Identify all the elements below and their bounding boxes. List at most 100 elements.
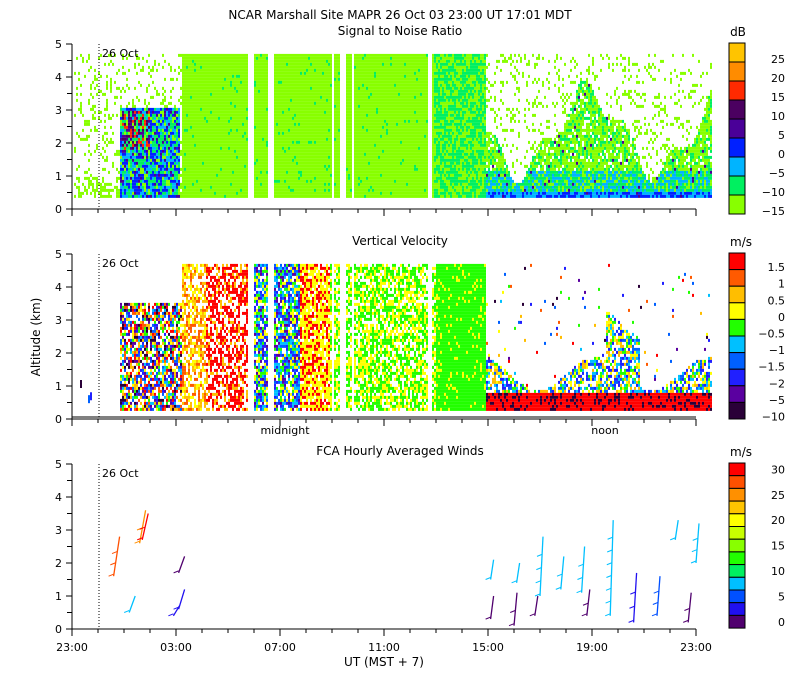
snr-cell	[324, 125, 326, 129]
snr-cell	[312, 167, 314, 171]
snr-cell	[200, 107, 202, 111]
snr-cell	[216, 140, 218, 144]
snr-cell	[300, 83, 302, 87]
snr-cell	[310, 158, 312, 162]
snr-cell	[346, 194, 348, 198]
snr-cell	[138, 62, 140, 66]
snr-cell	[286, 149, 288, 153]
snr-cell	[168, 122, 170, 126]
snr-cell	[204, 89, 206, 93]
snr-cell	[152, 167, 154, 171]
snr-cell	[240, 194, 242, 198]
snr-cell	[288, 185, 290, 189]
snr-cell	[322, 128, 324, 132]
snr-cell	[156, 131, 158, 135]
snr-cell	[312, 119, 314, 123]
snr-cell	[172, 173, 174, 177]
snr-cell	[310, 86, 312, 90]
snr-cell	[304, 107, 306, 111]
snr-cell	[282, 173, 284, 177]
snr-cell	[294, 59, 296, 63]
snr-cell	[260, 92, 262, 96]
snr-cell	[274, 167, 276, 171]
snr-cell	[246, 146, 248, 150]
snr-cell	[220, 188, 222, 192]
snr-cell	[316, 86, 318, 90]
snr-cell	[266, 137, 268, 141]
snr-cell	[104, 125, 106, 129]
snr-cell	[260, 137, 262, 141]
snr-cell	[318, 71, 320, 75]
snr-cell	[216, 113, 218, 117]
snr-cell	[230, 152, 232, 156]
snr-cell	[226, 89, 228, 93]
snr-cell	[256, 128, 258, 132]
snr-cell	[278, 176, 280, 180]
snr-cell	[216, 164, 218, 168]
snr-cell	[200, 56, 202, 60]
snr-cell	[254, 74, 256, 78]
snr-cell	[156, 176, 158, 180]
snr-cell	[256, 155, 258, 159]
snr-cell	[184, 194, 186, 198]
snr-cell	[232, 128, 234, 132]
snr-cell	[276, 101, 278, 105]
snr-cell	[316, 71, 318, 75]
snr-cell	[256, 137, 258, 141]
snr-cell	[234, 194, 236, 198]
snr-cell	[152, 143, 154, 147]
snr-cell	[192, 92, 194, 96]
snr-cell	[196, 77, 198, 81]
snr-cell	[330, 158, 332, 162]
snr-cell	[144, 113, 146, 117]
snr-cell	[290, 179, 292, 183]
snr-cell	[156, 146, 158, 150]
snr-cell	[244, 161, 246, 165]
snr-cell	[230, 164, 232, 168]
snr-cell	[234, 65, 236, 69]
snr-cell	[276, 104, 278, 108]
snr-cell	[280, 68, 282, 72]
snr-cell	[222, 89, 224, 93]
snr-cell	[244, 80, 246, 84]
snr-cell	[202, 170, 204, 174]
snr-cell	[132, 116, 134, 120]
snr-cell	[358, 152, 360, 156]
snr-cell	[236, 128, 238, 132]
snr-cell	[254, 83, 256, 87]
snr-cell	[304, 125, 306, 129]
snr-cell	[178, 128, 180, 132]
snr-cell	[278, 83, 280, 87]
snr-cell	[130, 152, 132, 156]
snr-cell	[292, 77, 294, 81]
snr-cell	[94, 149, 96, 153]
snr-cell	[154, 146, 156, 150]
snr-cell	[302, 92, 304, 96]
snr-cell	[302, 89, 304, 93]
snr-cell	[358, 170, 360, 174]
snr-cell	[186, 149, 188, 153]
snr-cell	[242, 119, 244, 123]
snr-cell	[286, 98, 288, 102]
snr-cell	[244, 59, 246, 63]
snr-cell	[204, 134, 206, 138]
snr-cell	[92, 185, 94, 189]
snr-cell	[244, 158, 246, 162]
snr-cell	[356, 152, 358, 156]
snr-cell	[300, 149, 302, 153]
snr-cell	[302, 83, 304, 87]
snr-cell	[292, 194, 294, 198]
snr-cell	[320, 98, 322, 102]
snr-cell	[174, 146, 176, 150]
snr-cell	[80, 194, 82, 198]
snr-cell	[266, 125, 268, 129]
snr-cell	[222, 83, 224, 87]
snr-cell	[156, 122, 158, 126]
snr-cell	[194, 173, 196, 177]
snr-cell	[128, 179, 130, 183]
snr-cell	[136, 56, 138, 60]
snr-cell	[148, 179, 150, 183]
snr-cell	[306, 89, 308, 93]
snr-cell	[198, 68, 200, 72]
snr-cell	[168, 164, 170, 168]
